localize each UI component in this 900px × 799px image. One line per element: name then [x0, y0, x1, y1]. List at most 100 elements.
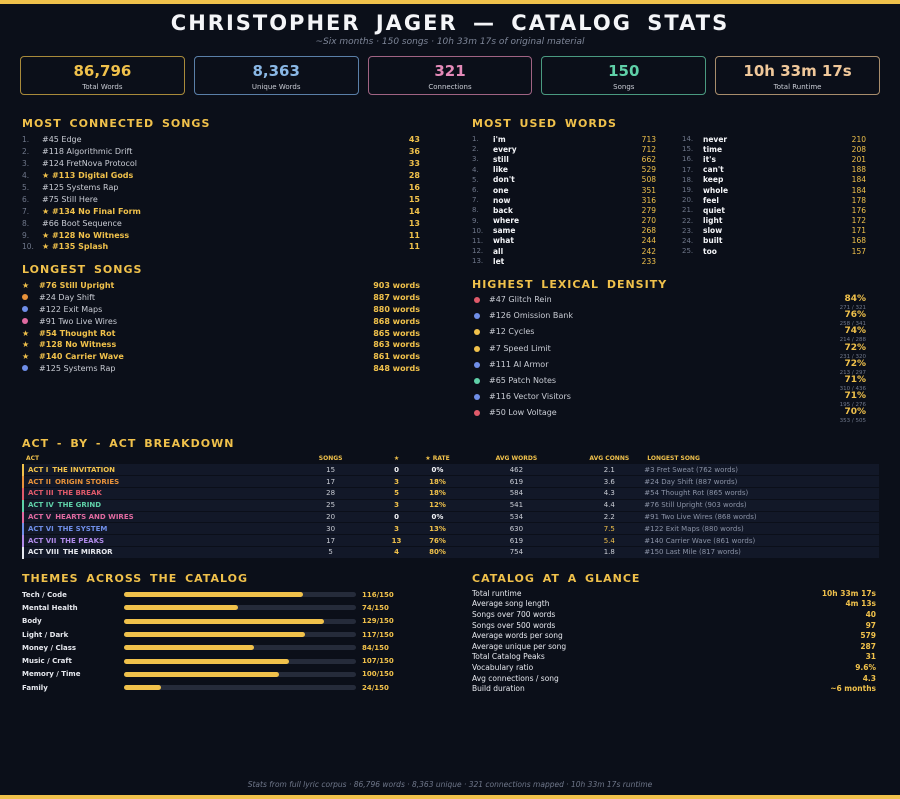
- word-text: can't: [703, 165, 724, 175]
- act-cell: ACT VIII THE MIRROR: [22, 546, 285, 559]
- theme-value: 107/150: [362, 657, 394, 666]
- col-header-longest: LONGEST SONG: [647, 454, 700, 462]
- glance-label: Average unique per song: [472, 641, 567, 651]
- rank-number: 4.: [22, 171, 30, 181]
- table-row: ACT VII THE PEAKS 17 13 76% 619 5.4 #140 Carrie…: [22, 534, 879, 548]
- stat-card: 321 Connections: [367, 56, 533, 95]
- song-name: #24 Day Shift: [39, 293, 95, 303]
- col-header-avg-conns: AVG CONNS: [589, 454, 630, 462]
- rank-number: 14.: [682, 135, 694, 144]
- word-text: one: [493, 185, 509, 195]
- act-color-dot: [22, 294, 28, 301]
- rank-number: 5.: [22, 183, 30, 192]
- glance-label: Avg connections / song: [472, 673, 559, 683]
- glance-value: ~6 months: [830, 684, 876, 694]
- list-item: 22. light 172: [682, 216, 866, 226]
- list-item: 8. back 279: [472, 205, 656, 215]
- connection-count: 36: [408, 147, 420, 157]
- word-count: 887 words: [373, 293, 420, 303]
- theme-bar-track: [124, 671, 356, 677]
- glance-label: Songs over 700 words: [472, 609, 556, 619]
- avg-conns-cell: 4.3: [574, 487, 645, 500]
- word-count: 157: [851, 246, 866, 256]
- act-number: ACT VII: [28, 536, 57, 545]
- stat-card: 86,796 Total Words: [20, 56, 185, 95]
- glance-value: 10h 33m 17s: [821, 588, 876, 598]
- rate-cell: 76%: [416, 534, 459, 548]
- most-used-words-title: MOST USED WORDS: [472, 117, 617, 130]
- act-color-dot: [474, 377, 480, 384]
- glance-label: Total runtime: [472, 588, 522, 598]
- glance-row: Build duration ~6 months: [472, 683, 876, 694]
- connection-count: 28: [408, 171, 420, 181]
- table-row: ACT VIII THE MIRROR 5 4 80% 754 1.8 #150 Last M…: [22, 546, 879, 559]
- word-count: 861 words: [373, 352, 420, 362]
- glance-row: Total runtime 10h 33m 17s: [472, 588, 876, 599]
- songs-cell: 25: [284, 499, 377, 512]
- word-text: what: [493, 236, 514, 246]
- word-text: built: [703, 236, 723, 246]
- theme-bar-fill: [124, 658, 290, 664]
- stars-cell: 3: [376, 522, 417, 536]
- stat-label: Songs: [613, 83, 635, 91]
- longest-song-cell: #91 Two Live Wires (868 words): [644, 511, 879, 524]
- rank-number: 12.: [472, 247, 484, 256]
- word-text: still: [493, 154, 509, 164]
- word-count: 880 words: [373, 304, 420, 314]
- song-name: #66 Boot Sequence: [42, 218, 122, 228]
- connection-count: 14: [408, 206, 420, 216]
- word-count: 351: [641, 185, 656, 195]
- avg-words-cell: 534: [458, 511, 575, 524]
- act-name: THE BREAK: [57, 489, 102, 498]
- list-item: 18. keep 184: [682, 175, 866, 185]
- longest-song-cell: #24 Day Shift (887 words): [644, 475, 879, 489]
- rank-number: 2.: [22, 147, 30, 157]
- list-item: 6. #75 Still Here 15: [22, 193, 420, 205]
- song-name: #91 Two Live Wires: [39, 316, 118, 326]
- word-count: 316: [641, 195, 656, 205]
- word-text: time: [703, 144, 723, 154]
- avg-conns-cell: 2.2: [574, 511, 645, 524]
- song-name: #118 Algorithmic Drift: [42, 147, 133, 157]
- theme-name: Music / Craft: [22, 657, 72, 666]
- rank-number: 3.: [22, 159, 30, 169]
- density-percent: 72%: [844, 342, 866, 353]
- star-icon: ★: [22, 328, 30, 338]
- word-count: 184: [851, 175, 866, 185]
- songs-cell: 5: [284, 546, 377, 559]
- word-count: 178: [851, 195, 866, 205]
- longest-songs-list: ★ #76 Still Upright 903 words #24 Day Shift…: [22, 280, 420, 374]
- rate-cell: 13%: [416, 522, 459, 536]
- list-item: 5. don't 508: [472, 175, 656, 185]
- rate-cell: 18%: [416, 475, 459, 489]
- song-name: #140 Carrier Wave: [39, 352, 124, 362]
- rank-number: 10.: [472, 226, 484, 235]
- rank-number: 23.: [682, 226, 694, 235]
- act-name: THE GRIND: [57, 501, 102, 510]
- table-row: ACT II ORIGIN STORIES 17 3 18% 619 3.6 #24 Day …: [22, 475, 879, 489]
- rank-number: 21.: [682, 206, 694, 215]
- stat-value: 10h 33m 17s: [743, 62, 852, 80]
- word-text: back: [493, 205, 513, 215]
- table-row: ACT V HEARTS AND WIRES 20 0 0% 534 2.2 #91 Two …: [22, 511, 879, 524]
- theme-row: Money / Class 84/150: [22, 641, 422, 654]
- lexical-density-title: HIGHEST LEXICAL DENSITY: [472, 278, 668, 291]
- glance-value: 97: [865, 620, 876, 630]
- rank-number: 18.: [682, 175, 694, 184]
- list-item: 15. time 208: [682, 144, 866, 154]
- rank-number: 4.: [472, 165, 479, 174]
- theme-value: 117/150: [362, 630, 394, 639]
- rank-number: 16.: [682, 155, 694, 164]
- word-text: same: [493, 226, 516, 236]
- stars-cell: 4: [376, 546, 417, 559]
- glance-row: Songs over 700 words 40: [472, 609, 876, 620]
- word-text: slow: [703, 226, 723, 236]
- songs-cell: 17: [284, 475, 377, 489]
- act-color-dot: [474, 410, 480, 417]
- rank-number: 3.: [472, 155, 479, 164]
- word-count: 210: [851, 134, 866, 144]
- theme-name: Family: [22, 683, 48, 692]
- act-name: HEARTS AND WIRES: [55, 513, 134, 522]
- word-count: 242: [641, 246, 656, 256]
- act-number: ACT I: [28, 465, 49, 474]
